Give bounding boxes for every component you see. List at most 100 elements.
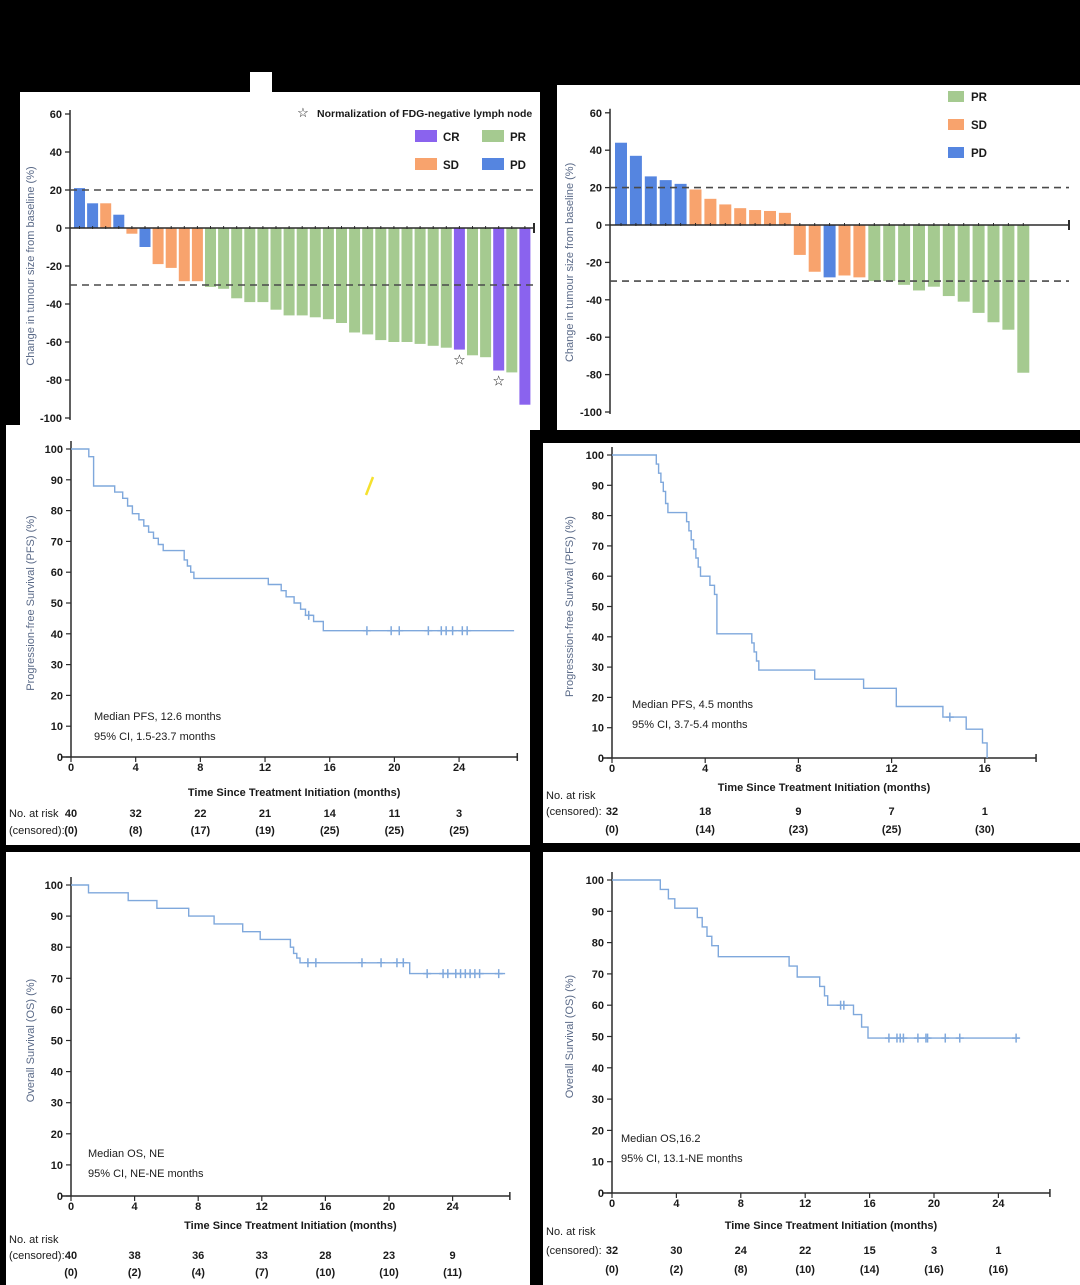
waterfall-bar xyxy=(126,228,138,234)
x-axis-label: Time Since Treatment Initiation (months) xyxy=(725,1220,938,1232)
waterfall-bar xyxy=(191,228,203,282)
ci-annotation: 95% CI, 13.1-NE months xyxy=(621,1153,743,1165)
risk-table-value: 3 xyxy=(931,1245,937,1257)
risk-table-value: 21 xyxy=(259,808,271,820)
risk-table-value: 32 xyxy=(606,806,618,818)
legend-label-sd: SD xyxy=(443,160,459,172)
y-tick-label: 80 xyxy=(592,938,604,950)
y-tick-label: 30 xyxy=(592,662,604,674)
waterfall-bar xyxy=(349,228,361,333)
y-tick-label: 0 xyxy=(57,1191,63,1203)
waterfall-bar xyxy=(388,228,400,342)
x-tick-label: 8 xyxy=(738,1198,744,1210)
risk-table-value: (25) xyxy=(385,825,405,837)
star-legend-icon: ☆ xyxy=(297,105,309,120)
legend-swatch-pd xyxy=(482,158,504,170)
risk-table-value: (8) xyxy=(129,825,143,837)
waterfall-bar xyxy=(927,225,940,287)
y-tick-label: 0 xyxy=(598,753,604,765)
waterfall-bar xyxy=(270,228,282,310)
waterfall-bar xyxy=(659,180,672,225)
y-tick-label: 0 xyxy=(596,220,602,232)
waterfall-bar xyxy=(453,228,465,350)
panel-os-left: 0 10 20 30 40 50 60 70 80 90 100 0 4 8 12 16 20 24 Time Si… xyxy=(6,852,530,1285)
x-tick-label: 12 xyxy=(256,1201,268,1213)
waterfall-bar xyxy=(808,225,821,272)
waterfall-bar xyxy=(823,225,836,278)
y-tick-label: 30 xyxy=(51,1098,63,1110)
x-tick-label: 12 xyxy=(259,762,271,774)
y-tick-label: 60 xyxy=(51,567,63,579)
y-tick-label: 70 xyxy=(51,536,63,548)
legend-label-pd: PD xyxy=(971,148,987,160)
y-tick-label: 80 xyxy=(51,942,63,954)
waterfall-bar xyxy=(942,225,955,297)
x-tick-label: 16 xyxy=(324,762,336,774)
y-tick-label: 70 xyxy=(592,969,604,981)
y-tick-label: 20 xyxy=(50,185,62,197)
median-annotation: Median OS,16.2 xyxy=(621,1133,701,1145)
km-chart-pfs-left: 0 10 20 30 40 50 60 70 80 90 100 0 4 8 12 16 20 24 Time Si… xyxy=(9,441,519,837)
waterfall-bar xyxy=(838,225,851,276)
y-tick-label: 60 xyxy=(51,1004,63,1016)
y-tick-label: 40 xyxy=(51,629,63,641)
waterfall-chart-right: 60 40 20 0 -20 -40 -60 -80 -100 Change in tumour … xyxy=(564,91,1070,419)
risk-table-value: 1 xyxy=(995,1245,1001,1257)
risk-table-value: (0) xyxy=(64,825,78,837)
waterfall-bar xyxy=(1017,225,1030,373)
y-axis-label: Overall Survival (OS) (%) xyxy=(25,979,37,1102)
y-tick-label: 10 xyxy=(592,723,604,735)
x-tick-label: 4 xyxy=(673,1198,680,1210)
waterfall-bar xyxy=(749,210,762,225)
y-tick-label: 50 xyxy=(592,1032,604,1044)
risk-table-value: 7 xyxy=(889,806,895,818)
waterfall-bar xyxy=(853,225,866,278)
risk-table-value: (23) xyxy=(789,824,809,836)
y-axis-label: Overall Survival (OS) (%) xyxy=(564,975,576,1098)
y-tick-label: 20 xyxy=(592,1125,604,1137)
risk-table-value: 38 xyxy=(128,1250,140,1262)
waterfall-bar xyxy=(1002,225,1015,330)
star-annotation-icon: ☆ xyxy=(492,373,505,389)
y-axis-label: Change in tumour size from baseline (%) xyxy=(564,163,576,362)
x-tick-label: 16 xyxy=(319,1201,331,1213)
y-tick-label: 50 xyxy=(51,598,63,610)
legend-swatch-sd xyxy=(415,158,437,170)
y-tick-label: 60 xyxy=(50,109,62,121)
y-tick-label: -20 xyxy=(586,257,602,269)
risk-table-value: (10) xyxy=(795,1264,815,1276)
y-tick-label: 70 xyxy=(592,541,604,553)
waterfall-bar xyxy=(778,212,791,225)
y-tick-label: 0 xyxy=(57,752,63,764)
risk-table-value: 11 xyxy=(389,808,401,820)
y-tick-label: 90 xyxy=(592,906,604,918)
waterfall-bar xyxy=(868,225,881,282)
risk-table-value: 9 xyxy=(795,806,801,818)
x-tick-label: 20 xyxy=(388,762,400,774)
x-tick-label: 24 xyxy=(453,762,466,774)
risk-table-value: (17) xyxy=(191,825,211,837)
risk-table-value: 33 xyxy=(256,1250,268,1262)
waterfall-bar xyxy=(615,142,627,225)
risk-table-value: 32 xyxy=(130,808,142,820)
x-tick-label: 16 xyxy=(979,763,991,775)
panel-pfs-left: 0 10 20 30 40 50 60 70 80 90 100 0 4 8 12 16 20 24 Time Si… xyxy=(6,425,530,845)
x-axis-label: Time Since Treatment Initiation (months) xyxy=(718,782,931,794)
y-tick-label: 0 xyxy=(598,1188,604,1200)
y-tick-label: -100 xyxy=(40,413,62,425)
km-chart-os-right: 0 10 20 30 40 50 60 70 80 90 100 0 4 8 12 16 20 24 Time Si… xyxy=(546,872,1051,1276)
median-annotation: Median PFS, 12.6 months xyxy=(94,711,222,723)
risk-table-value: 24 xyxy=(735,1245,748,1257)
waterfall-bar xyxy=(309,228,321,318)
km-step-curve xyxy=(71,884,506,975)
risk-table-value: 23 xyxy=(383,1250,395,1262)
risk-table-value: (16) xyxy=(989,1264,1009,1276)
y-tick-label: 20 xyxy=(592,692,604,704)
waterfall-bar xyxy=(257,228,269,303)
x-axis-label: Time Since Treatment Initiation (months) xyxy=(188,787,401,799)
risk-table-value: 40 xyxy=(65,808,77,820)
risk-table-value: 22 xyxy=(194,808,206,820)
risk-table-value: 28 xyxy=(319,1250,331,1262)
legend-label-pr: PR xyxy=(510,132,527,144)
waterfall-bar xyxy=(719,204,732,225)
